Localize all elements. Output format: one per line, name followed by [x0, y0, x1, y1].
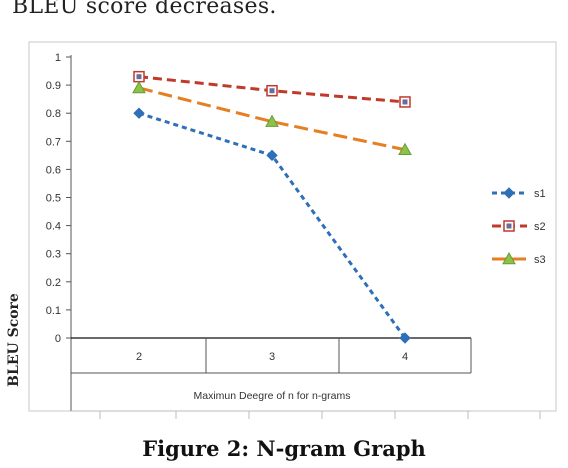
y-axis-title: BLEU Score — [6, 293, 22, 387]
y-tick-label: 0.1 — [46, 305, 61, 317]
figure-caption: Figure 2: N-gram Graph — [142, 436, 426, 461]
x-tick-label: 2 — [136, 351, 142, 363]
x-axis-title: Maximun Deegre of n for n-grams — [194, 390, 351, 402]
legend-label: s3 — [534, 254, 546, 266]
y-tick-label: 0.7 — [46, 136, 61, 148]
x-tick-label: 3 — [269, 351, 275, 363]
series-s3 — [132, 80, 412, 156]
y-tick-label: 1 — [55, 52, 61, 64]
data-point-s3-3 — [265, 114, 279, 127]
legend-item-s1: s1 — [492, 187, 546, 200]
y-tick-label: 0.8 — [46, 108, 61, 120]
data-point-s1-3 — [266, 149, 278, 162]
y-tick-label: 0.6 — [46, 164, 61, 176]
legend-marker — [502, 251, 516, 265]
series-line-s3 — [138, 86, 406, 152]
data-point-s2-3-inner — [269, 88, 275, 94]
series-s2 — [133, 70, 411, 108]
legend-label: s2 — [534, 221, 546, 233]
y-tick-label: 0.3 — [46, 249, 61, 261]
y-tick-label: 0.5 — [46, 193, 61, 205]
chart-frame — [28, 41, 557, 419]
data-point-s1-4 — [399, 332, 411, 344]
x-tick-label: 4 — [402, 351, 408, 363]
series-s1 — [133, 107, 411, 344]
legend-marker-inner — [506, 223, 512, 229]
data-point-s2-2-inner — [136, 74, 142, 80]
y-tick-label: 0.4 — [46, 221, 61, 233]
y-tick-label: 0 — [55, 333, 61, 345]
data-point-s1-2 — [133, 107, 145, 119]
chart-legend: s1 s2 s3 — [492, 187, 546, 266]
legend-label: s1 — [534, 188, 546, 200]
y-tick-label: 0.2 — [46, 277, 61, 289]
legend-item-s2: s2 — [492, 220, 546, 233]
legend-item-s3: s3 — [492, 251, 546, 266]
legend-marker — [503, 187, 515, 199]
data-point-s2-4-inner — [402, 99, 408, 105]
chart-series — [132, 70, 412, 344]
data-point-s3-2 — [132, 80, 146, 94]
preceding-text: BLEU score decreases. — [12, 0, 277, 19]
chart-outer-frame — [28, 41, 557, 412]
y-tick-label: 0.9 — [46, 80, 61, 92]
data-point-s3-4 — [398, 142, 412, 156]
chart-axes: 0 0.1 0.2 0.3 0.4 0.5 0.6 0.7 0.8 0.9 1 2 3 4 Maximun … — [6, 52, 472, 412]
